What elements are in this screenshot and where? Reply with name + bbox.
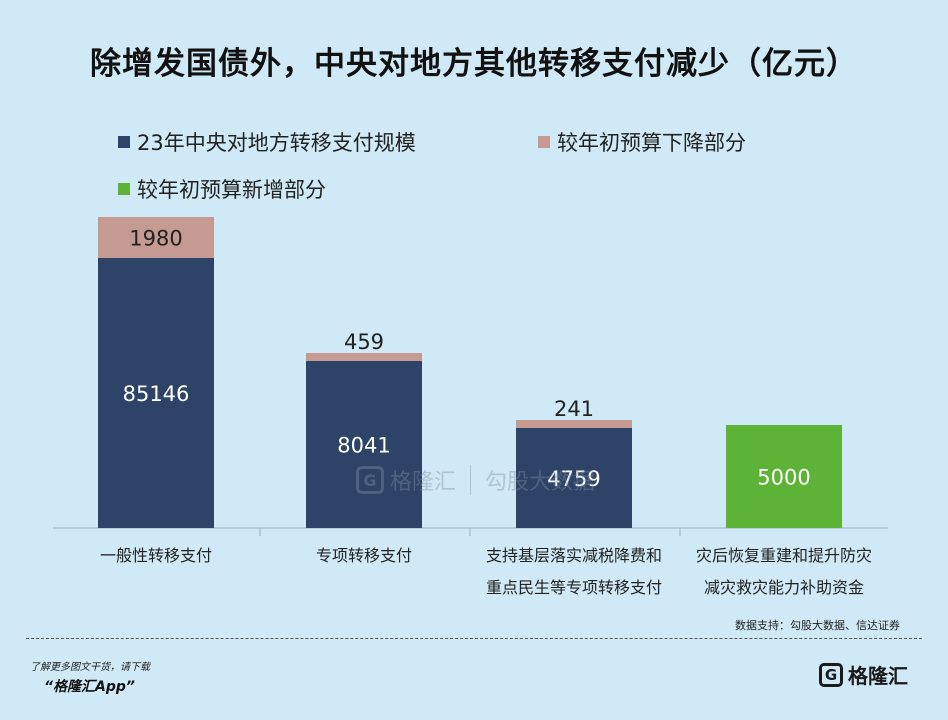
- legend-swatch-scale: [118, 136, 130, 148]
- watermark: G 格隆汇 勾股大数据: [356, 464, 595, 496]
- legend-item-decrease: 较年初预算下降部分: [538, 127, 746, 157]
- legend-swatch-decrease: [538, 136, 550, 148]
- category-label: 专项转移支付: [316, 546, 412, 565]
- footer-app-name: “格隆汇App”: [44, 679, 135, 695]
- category-label: 支持基层落实减税降费和: [486, 546, 662, 565]
- brand-name: 格隆汇: [848, 664, 908, 688]
- legend-label-scale: 23年中央对地方转移支付规模: [137, 131, 416, 155]
- category-label: 一般性转移支付: [100, 546, 212, 565]
- legend-item-scale: 23年中央对地方转移支付规模: [118, 127, 416, 157]
- data-label: 4759: [547, 467, 600, 491]
- bar-segment: [306, 353, 422, 361]
- footer-download-hint: 了解更多图文干货，请下载: [30, 662, 150, 673]
- bar-segment: [516, 420, 632, 428]
- data-label: 241: [554, 397, 594, 421]
- data-label: 459: [344, 330, 384, 354]
- data-label: 85146: [123, 382, 190, 406]
- legend-item-increase: 较年初预算新增部分: [118, 174, 326, 204]
- watermark-text-gougu: 勾股大数据: [485, 470, 596, 495]
- watermark-separator: [470, 465, 472, 495]
- bar-segment: [726, 425, 842, 528]
- watermark-text-gelonghui: 格隆汇: [390, 470, 457, 495]
- bar-segment: [98, 217, 214, 258]
- source-note: 数据支持：勾股大数据、信达证券: [735, 619, 900, 632]
- brand-logo-icon: G: [819, 662, 843, 687]
- bar-segment: [98, 258, 214, 528]
- legend-label-decrease: 较年初预算下降部分: [557, 131, 746, 155]
- footer-divider: [26, 638, 922, 639]
- bar-segment: [306, 361, 422, 528]
- chart-title: 除增发国债外，中央对地方其他转移支付减少（亿元）: [90, 46, 858, 82]
- bar-chart: 85146 1980 8041 459 4759 241 5000 一般性转移支付 专项转移支付…: [53, 217, 888, 597]
- brand-logo: G 格隆汇: [819, 660, 908, 689]
- category-label: 减灾救灾能力补助资金: [704, 578, 864, 597]
- category-label: 灾后恢复重建和提升防灾: [696, 546, 872, 565]
- data-label: 8041: [337, 434, 390, 458]
- watermark-logo-icon: G: [356, 466, 384, 494]
- legend-swatch-increase: [118, 183, 130, 195]
- data-label: 5000: [757, 466, 810, 490]
- data-label: 1980: [129, 227, 182, 251]
- legend-label-increase: 较年初预算新增部分: [137, 178, 326, 202]
- bar-segment: [516, 428, 632, 528]
- category-label: 重点民生等专项转移支付: [486, 578, 662, 597]
